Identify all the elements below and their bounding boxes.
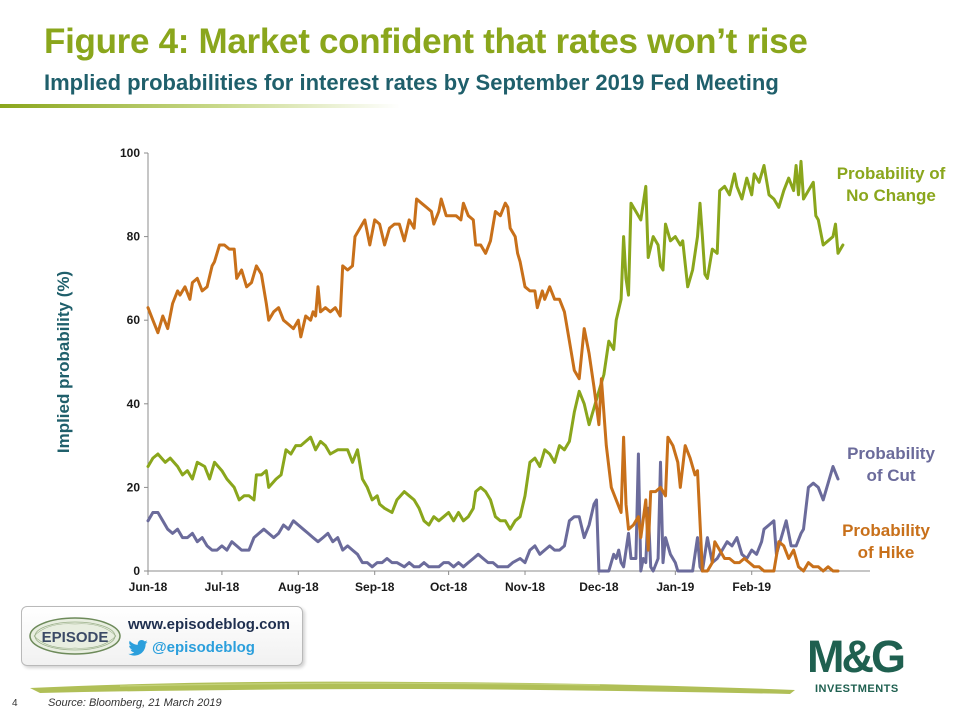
mg-logo-subtitle: INVESTMENTS (815, 683, 899, 695)
y-tick-label: 80 (127, 230, 141, 244)
y-axis-title: Implied probability (%) (54, 271, 73, 453)
x-tick-label: Jul-18 (205, 580, 240, 594)
page-number: 4 (12, 698, 18, 709)
mg-logo: M&G (807, 631, 906, 682)
x-tick-label: Dec-18 (579, 580, 619, 594)
title-underline (0, 104, 400, 108)
twitter-handle-link[interactable]: @episodeblog (152, 639, 255, 656)
x-tick-label: Aug-18 (278, 580, 319, 594)
series-label-line: of Cut (866, 466, 915, 485)
decorative-brush-stroke (30, 681, 795, 694)
series-label-line: Probability of (837, 164, 946, 183)
series-line-probability-of-cut (146, 452, 840, 573)
chart-subtitle: Implied probabilities for interest rates… (44, 70, 779, 95)
blog-badge[interactable]: EPISODE www.episodeblog.com @episodeblog (21, 606, 303, 666)
y-tick-label: 60 (127, 313, 141, 327)
blog-url-link[interactable]: www.episodeblog.com (128, 616, 290, 633)
y-tick-label: 100 (120, 146, 140, 160)
series-label-line: Probability (842, 521, 930, 540)
x-tick-label: Feb-19 (732, 580, 771, 594)
series-label: Probability of Cut (847, 444, 935, 485)
y-tick-label: 40 (127, 397, 141, 411)
series-line-probability-of-no-change (146, 159, 845, 531)
y-tick-label: 20 (127, 480, 141, 494)
x-tick-label: Sep-18 (355, 580, 395, 594)
series-label-line: No Change (846, 186, 936, 205)
episode-logo-text: EPISODE (42, 629, 109, 646)
source-note: Source: Bloomberg, 21 March 2019 (48, 697, 222, 709)
y-tick-label: 0 (133, 564, 140, 578)
x-tick-label: Jun-18 (129, 580, 168, 594)
x-tick-label: Nov-18 (505, 580, 545, 594)
twitter-bird-icon (128, 640, 148, 656)
series-line-probability-of-hike (146, 197, 840, 573)
line-chart: 0 20 40 60 80 100 Jun-18 Jul-18 Aug-18 Sep-18 Oct-… (54, 146, 946, 594)
series-label-line: Probability (847, 444, 935, 463)
x-tick-label: Jan-19 (656, 580, 694, 594)
series-label-line: of Hike (858, 543, 915, 562)
series-label: Probability of No Change (837, 164, 946, 205)
chart-title: Figure 4: Market confident that rates wo… (44, 22, 808, 61)
series-label: Probability of Hike (842, 521, 930, 562)
x-tick-label: Oct-18 (430, 580, 468, 594)
episode-logo-icon: EPISODE (29, 617, 121, 655)
